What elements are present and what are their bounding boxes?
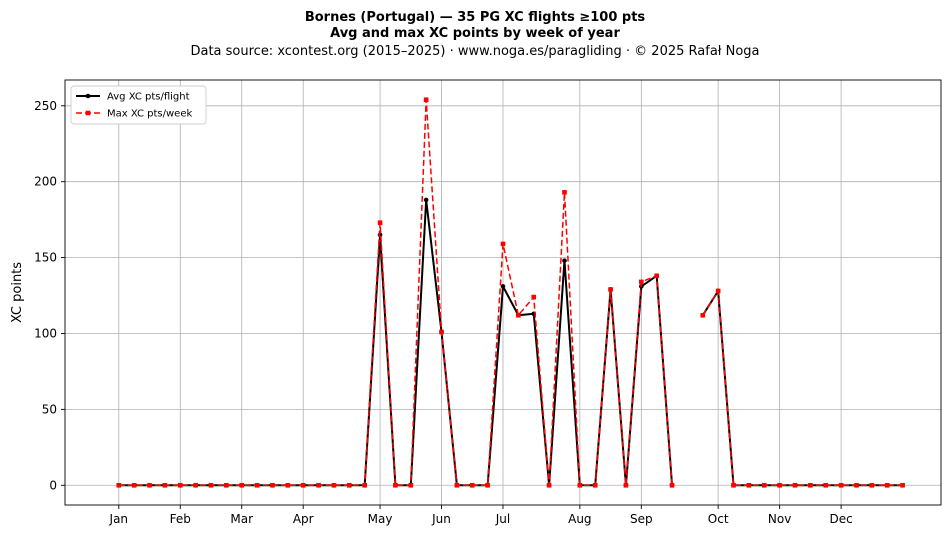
y-tick-label: 50: [42, 402, 57, 416]
data-point: [377, 220, 383, 225]
chart-subtitle: Avg and max XC points by week of year: [330, 26, 620, 41]
x-tick-label: Dec: [829, 512, 852, 526]
data-point: [193, 482, 198, 488]
data-point: [239, 482, 245, 488]
y-axis-label: XC points: [10, 262, 25, 323]
y-tick-label: 200: [34, 175, 57, 189]
data-point: [423, 197, 429, 203]
series-line: [118, 198, 674, 487]
data-point: [116, 482, 122, 488]
x-tick-label: Jun: [431, 512, 451, 526]
legend: Avg XC pts/flight Max XC pts/week: [70, 85, 207, 125]
series-line: [702, 290, 903, 487]
data-point: [777, 482, 782, 488]
x-tick-label: Aug: [568, 512, 591, 526]
data-point: [531, 294, 537, 300]
data-point: [900, 482, 905, 488]
data-point: [208, 482, 214, 488]
data-point: [608, 287, 613, 292]
data-point: [331, 482, 337, 488]
axes: 0 50 100 150 200 250 Jan Feb Mar Apr May Jun Jul Aug S…: [10, 79, 942, 526]
data-point: [408, 482, 414, 488]
series: [116, 97, 905, 488]
data-point: [485, 482, 490, 488]
data-point: [623, 482, 629, 488]
data-point: [731, 482, 736, 488]
data-point: [316, 482, 321, 488]
data-point: [347, 482, 352, 488]
data-point: [869, 482, 875, 488]
data-point: [884, 482, 890, 488]
legend-marker: [85, 93, 91, 99]
data-point: [546, 482, 552, 488]
data-point: [669, 482, 675, 488]
data-point: [439, 329, 444, 335]
legend-label: Avg XC pts/flight: [107, 92, 190, 103]
series-1: [116, 197, 905, 488]
data-point: [254, 482, 260, 488]
data-point: [838, 482, 844, 488]
data-point: [393, 482, 398, 488]
legend-box: [70, 85, 207, 125]
data-point: [761, 482, 767, 488]
x-tick-label: May: [368, 512, 393, 526]
data-point: [639, 279, 644, 285]
chart-source: Data source: xcontest.org (2015–2025) · …: [190, 44, 760, 59]
data-point: [177, 482, 183, 488]
data-point: [362, 482, 367, 488]
x-tick-label: Mar: [230, 512, 253, 526]
data-point: [224, 482, 229, 488]
x-tick-label: Feb: [170, 512, 191, 526]
data-point: [577, 482, 583, 488]
x-tick-label: Jul: [495, 512, 510, 526]
chart-title: Bornes (Portugal) — 35 PG XC flights ≥10…: [304, 10, 646, 25]
data-point: [270, 482, 275, 488]
data-point: [469, 482, 475, 488]
data-point: [300, 482, 306, 488]
data-point: [516, 312, 521, 318]
x-tick-label: Apr: [293, 512, 314, 526]
data-point: [746, 482, 752, 488]
data-point: [423, 97, 429, 103]
data-point: [500, 284, 506, 289]
data-point: [562, 190, 567, 195]
x-tick-label: Sep: [630, 512, 653, 526]
data-point: [454, 482, 460, 488]
data-point: [162, 482, 168, 488]
x-tick-label: Nov: [768, 512, 791, 526]
x-tick-label: Jan: [109, 512, 129, 526]
data-point: [147, 482, 152, 488]
y-tick-label: 100: [34, 326, 57, 340]
data-point: [654, 273, 659, 279]
data-point: [500, 241, 506, 247]
y-tick-label: 150: [34, 251, 57, 265]
series-2: [116, 97, 905, 488]
data-point: [823, 482, 829, 488]
data-point: [700, 312, 706, 318]
data-point: [854, 482, 859, 488]
y-tick-label: 250: [34, 99, 57, 113]
legend-marker: [85, 110, 91, 116]
data-point: [808, 482, 813, 488]
series-line: [701, 289, 903, 487]
legend-label: Max XC pts/week: [107, 109, 192, 120]
data-point: [131, 482, 137, 488]
data-point: [715, 288, 721, 294]
series-line: [118, 98, 673, 487]
x-tick-label: Oct: [708, 512, 729, 526]
y-tick-label: 0: [49, 478, 57, 492]
data-point: [285, 482, 291, 488]
data-point: [592, 482, 598, 488]
data-point: [792, 482, 798, 488]
data-point: [562, 258, 567, 263]
